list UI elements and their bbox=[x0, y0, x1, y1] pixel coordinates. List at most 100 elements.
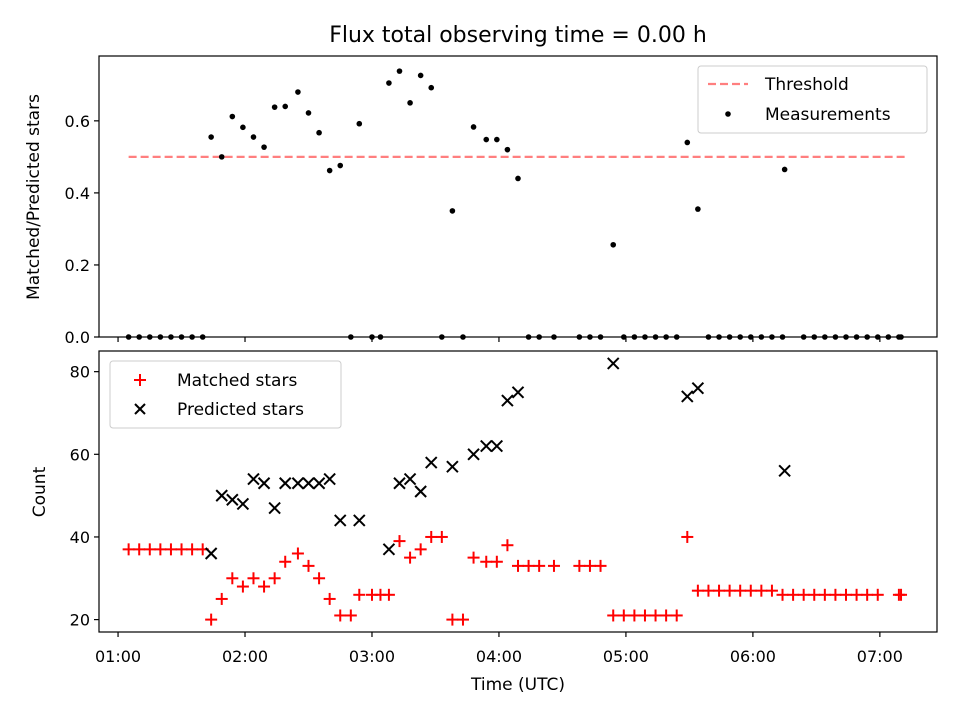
matched-point bbox=[547, 559, 560, 572]
bottom-y-tick-label: 60 bbox=[70, 445, 90, 464]
matched-point bbox=[573, 559, 586, 572]
matched-point bbox=[425, 530, 438, 543]
predicted-point bbox=[467, 448, 480, 461]
measurement-point bbox=[326, 167, 333, 174]
predicted-point bbox=[334, 514, 347, 527]
predicted-point bbox=[681, 390, 694, 403]
matched-point bbox=[268, 572, 281, 585]
predicted-point bbox=[204, 547, 218, 560]
measurement-point bbox=[295, 89, 301, 95]
matched-point bbox=[808, 588, 821, 601]
top-x-ticks bbox=[117, 337, 881, 342]
top-y-axis-label: Matched/Predicted stars bbox=[24, 94, 44, 300]
matched-point bbox=[353, 588, 366, 601]
matched-point bbox=[670, 609, 683, 622]
matched-point bbox=[247, 572, 260, 585]
matched-point bbox=[649, 609, 662, 622]
measurement-point bbox=[261, 144, 267, 150]
top-chart-marks bbox=[125, 68, 906, 340]
measurement-point bbox=[240, 124, 246, 131]
matched-point bbox=[702, 584, 715, 597]
matched-point bbox=[323, 592, 336, 605]
predicted-point bbox=[236, 497, 250, 511]
measurement-point bbox=[386, 80, 392, 86]
measurement-point bbox=[515, 175, 521, 182]
measurement-point bbox=[449, 208, 456, 214]
matched-point bbox=[871, 588, 884, 601]
measurement-point bbox=[218, 154, 225, 160]
measurement-point bbox=[356, 120, 363, 127]
matched-point bbox=[393, 535, 406, 548]
measurement-point bbox=[695, 206, 701, 212]
matched-point bbox=[691, 584, 704, 597]
bottom-y-tick-label: 40 bbox=[70, 528, 90, 547]
bottom-y-tick-label: 20 bbox=[70, 611, 90, 630]
matched-point bbox=[818, 588, 831, 601]
measurement-point bbox=[282, 103, 289, 110]
predicted-point bbox=[312, 477, 326, 490]
bottom-y-ticks: 20 40 60 80 bbox=[70, 363, 99, 630]
bottom-x-ticks: 01:00 02:00 03:00 04:00 05:00 06:00 07:00 bbox=[95, 632, 903, 666]
measurement-point bbox=[610, 241, 617, 248]
matched-point bbox=[258, 580, 271, 593]
top-chart-title: Flux total observing time = 0.00 h bbox=[329, 23, 707, 48]
measurement-point bbox=[305, 110, 312, 116]
matched-point bbox=[583, 559, 596, 572]
matched-point bbox=[164, 543, 177, 556]
predicted-point bbox=[353, 514, 366, 527]
predicted-point bbox=[480, 439, 493, 453]
predicted-point bbox=[511, 386, 525, 399]
measurement-point bbox=[684, 139, 691, 146]
matched-point bbox=[681, 530, 694, 543]
bottom-legend: Matched stars Predicted stars bbox=[109, 360, 342, 429]
bottom-chart-marks bbox=[122, 357, 908, 626]
matched-point bbox=[607, 609, 620, 622]
matched-point bbox=[776, 588, 789, 601]
predicted-point bbox=[226, 493, 239, 506]
matched-point bbox=[744, 584, 757, 597]
legend-measurements-swatch bbox=[725, 111, 731, 117]
predicted-point bbox=[425, 456, 438, 469]
matched-point bbox=[895, 588, 908, 601]
measurement-point bbox=[504, 146, 511, 153]
matched-point bbox=[382, 588, 395, 601]
legend-predicted-label: Predicted stars bbox=[177, 400, 304, 420]
predicted-point bbox=[691, 381, 705, 395]
bottom-x-tick-label: 07:00 bbox=[857, 647, 903, 666]
matched-point bbox=[414, 543, 427, 556]
predicted-point bbox=[257, 477, 271, 490]
predicted-point bbox=[501, 394, 514, 407]
measurement-point bbox=[316, 129, 322, 136]
matched-point bbox=[334, 609, 347, 622]
measurement-point bbox=[337, 162, 344, 169]
matched-point bbox=[522, 559, 535, 572]
matched-point bbox=[829, 588, 842, 601]
predicted-point bbox=[247, 472, 260, 486]
matched-point bbox=[313, 572, 326, 585]
measurement-point bbox=[396, 68, 403, 74]
matched-point bbox=[133, 543, 146, 556]
predicted-point bbox=[382, 543, 396, 556]
top-y-tick-label: 0.4 bbox=[65, 184, 90, 203]
predicted-point bbox=[215, 489, 228, 502]
matched-point bbox=[660, 609, 673, 622]
measurement-point bbox=[417, 72, 424, 79]
top-y-tick-label: 0.6 bbox=[65, 112, 90, 131]
predicted-point bbox=[490, 439, 504, 453]
matched-point bbox=[594, 559, 607, 572]
bottom-x-tick-label: 02:00 bbox=[222, 647, 268, 666]
legend-threshold-label: Threshold bbox=[764, 75, 849, 95]
bottom-x-tick-label: 04:00 bbox=[476, 647, 522, 666]
matched-point bbox=[850, 588, 863, 601]
matched-point bbox=[628, 609, 641, 622]
matched-point bbox=[765, 584, 778, 597]
bottom-plot-frame bbox=[98, 350, 938, 633]
matched-point bbox=[456, 613, 469, 626]
matched-point bbox=[787, 588, 800, 601]
predicted-point bbox=[279, 477, 292, 490]
matched-point bbox=[490, 555, 503, 568]
measurement-point bbox=[494, 136, 500, 143]
matched-point bbox=[215, 592, 228, 605]
matched-point bbox=[122, 543, 135, 556]
matched-point bbox=[467, 551, 480, 564]
